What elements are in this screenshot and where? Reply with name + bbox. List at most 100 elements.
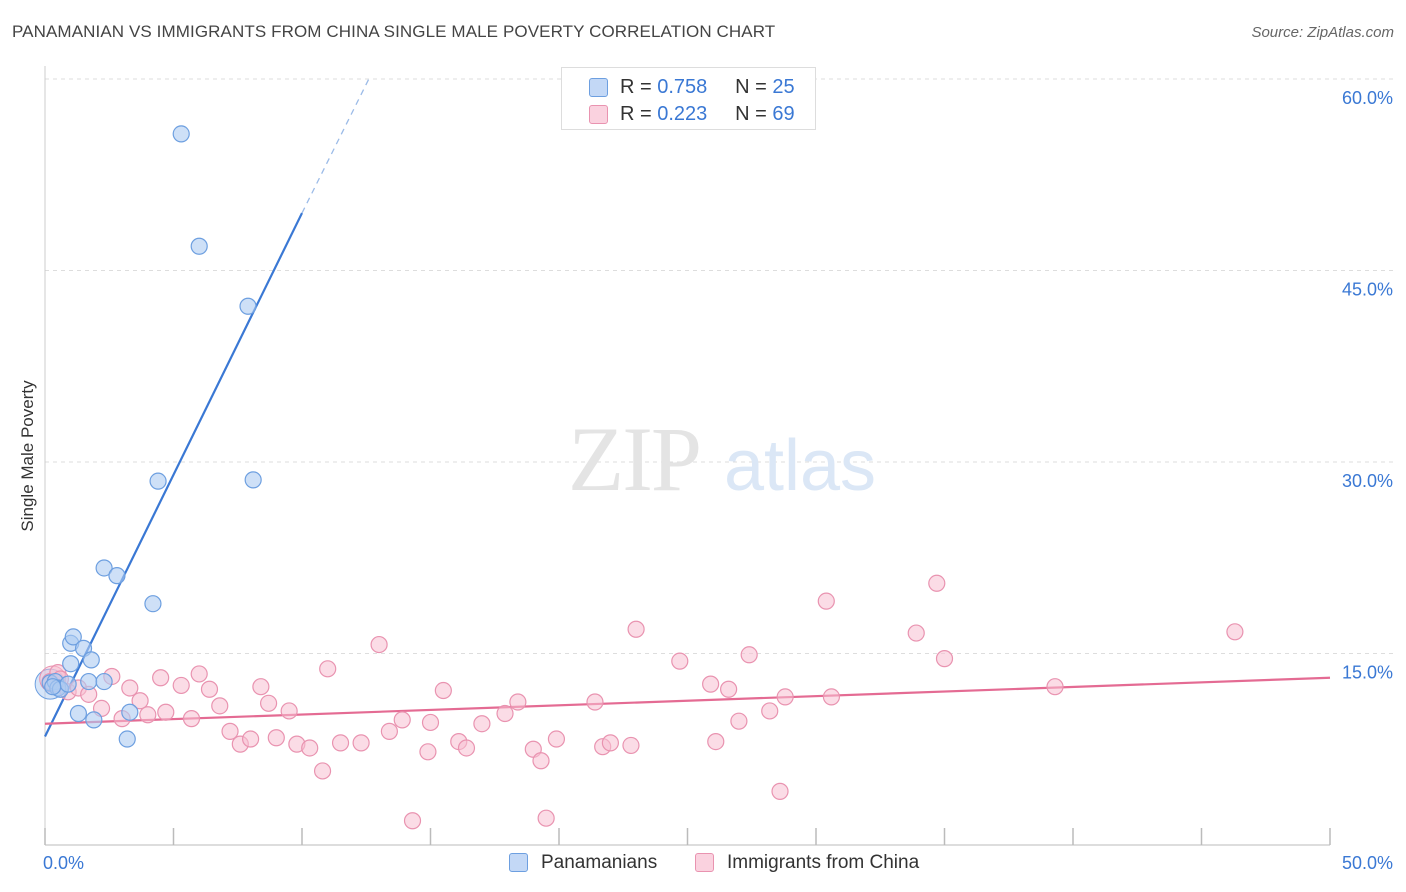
data-point-china xyxy=(537,809,555,827)
legend-swatch-blue xyxy=(509,853,528,872)
data-point-panamanians xyxy=(62,655,80,673)
data-point-china xyxy=(601,734,620,752)
data-point-china xyxy=(720,680,738,698)
data-point-panamanians xyxy=(85,711,103,729)
legend-r-value: 0.223 xyxy=(657,103,708,125)
data-point-china xyxy=(671,652,689,670)
data-point-china xyxy=(313,762,332,780)
data-point-china xyxy=(627,620,645,638)
data-point-china xyxy=(393,711,411,729)
data-point-china xyxy=(1046,678,1064,696)
data-point-china xyxy=(730,712,748,730)
data-point-china xyxy=(267,729,285,747)
data-point-panamanians xyxy=(95,559,113,577)
data-point-panamanians xyxy=(118,730,136,748)
data-point-china xyxy=(740,646,758,664)
data-point-china xyxy=(152,669,170,687)
data-point-china xyxy=(242,730,260,748)
data-point-china xyxy=(252,678,270,696)
legend-n-value: 25 xyxy=(772,76,795,98)
data-points xyxy=(34,125,1244,830)
legend-row-panamanians: R = 0.758 N = 25 xyxy=(562,74,815,102)
stats-legend: R = 0.758 N = 25 R = 0.223 N = 69 xyxy=(561,67,816,130)
data-point-china xyxy=(190,665,208,683)
data-point-china xyxy=(319,660,337,678)
data-point-china xyxy=(496,704,514,723)
data-point-china xyxy=(547,730,566,748)
data-point-china xyxy=(761,702,779,720)
data-point-panamanians xyxy=(59,675,77,693)
data-point-china xyxy=(380,722,398,740)
y-tick-label: 15.0% xyxy=(1342,663,1393,683)
data-point-china xyxy=(817,592,835,610)
legend-r-value: 0.758 xyxy=(657,76,708,98)
legend-swatch-pink xyxy=(589,105,608,124)
legend-label-panamanians: Panamanians xyxy=(541,852,658,873)
data-point-china xyxy=(586,693,604,711)
data-point-panamanians xyxy=(108,567,126,585)
data-point-china xyxy=(139,706,157,724)
axes xyxy=(44,66,1331,846)
data-point-china xyxy=(370,635,388,654)
legend-swatch-blue xyxy=(589,78,608,97)
data-point-china xyxy=(509,693,527,711)
x-tick-label: 50.0% xyxy=(1342,853,1393,873)
data-point-panamanians xyxy=(149,472,167,490)
data-point-china xyxy=(776,688,794,706)
data-point-panamanians xyxy=(80,672,98,691)
data-point-china xyxy=(121,679,139,697)
data-point-china xyxy=(702,675,720,693)
data-point-china xyxy=(259,694,278,712)
data-point-china xyxy=(935,650,954,668)
data-point-panamanians xyxy=(190,237,208,255)
legend-n-label: N = xyxy=(735,103,767,125)
y-tick-label: 45.0% xyxy=(1342,280,1393,300)
watermark-zip: ZIP xyxy=(568,408,700,510)
data-point-china xyxy=(211,697,229,715)
watermark-atlas: atlas xyxy=(724,426,876,506)
data-point-china xyxy=(1226,623,1244,641)
watermark: ZIP atlas xyxy=(568,408,876,510)
data-point-panamanians xyxy=(64,628,82,646)
legend-label-china: Immigrants from China xyxy=(727,852,920,873)
data-point-china xyxy=(707,732,725,751)
data-point-china xyxy=(280,702,298,720)
legend-row-china: R = 0.223 N = 69 xyxy=(562,101,815,129)
series-legend: Panamanians Immigrants from China xyxy=(0,851,1406,877)
chart-title: PANAMANIAN VS IMMIGRANTS FROM CHINA SING… xyxy=(12,22,776,41)
data-point-panamanians xyxy=(69,704,88,723)
legend-n-label: N = xyxy=(735,76,767,98)
legend-r-label: R = xyxy=(620,103,652,125)
data-point-china xyxy=(131,692,149,710)
data-point-china xyxy=(928,574,946,592)
data-point-china xyxy=(434,681,452,700)
data-point-china xyxy=(403,812,422,830)
data-point-china xyxy=(157,703,175,721)
data-point-china xyxy=(172,676,190,695)
gridlines xyxy=(45,78,1394,654)
data-point-china xyxy=(622,736,640,755)
legend-n-value: 69 xyxy=(772,103,795,125)
data-point-china xyxy=(352,734,370,752)
data-point-china xyxy=(473,715,491,733)
data-point-china xyxy=(421,713,440,732)
trend-line-china xyxy=(44,676,1331,725)
data-point-china xyxy=(419,743,437,761)
data-point-china xyxy=(822,688,841,706)
data-point-china xyxy=(457,739,476,757)
data-point-china xyxy=(221,722,239,740)
data-point-china xyxy=(200,680,219,698)
tick-labels: 15.0% 30.0% 45.0% 60.0% 0.0% 50.0% xyxy=(43,88,1393,873)
data-point-china xyxy=(301,739,319,757)
y-tick-label: 60.0% xyxy=(1342,88,1393,108)
source-credit: Source: ZipAtlas.com xyxy=(1251,24,1394,41)
data-point-panamanians xyxy=(121,703,139,721)
trend-line-panamanians-extension xyxy=(301,78,370,214)
legend-r-label: R = xyxy=(620,76,652,98)
data-point-panamanians xyxy=(95,672,113,691)
data-point-china xyxy=(331,734,350,752)
data-point-panamanians xyxy=(144,595,162,613)
y-tick-label: 30.0% xyxy=(1342,471,1393,491)
data-point-china xyxy=(907,624,925,642)
